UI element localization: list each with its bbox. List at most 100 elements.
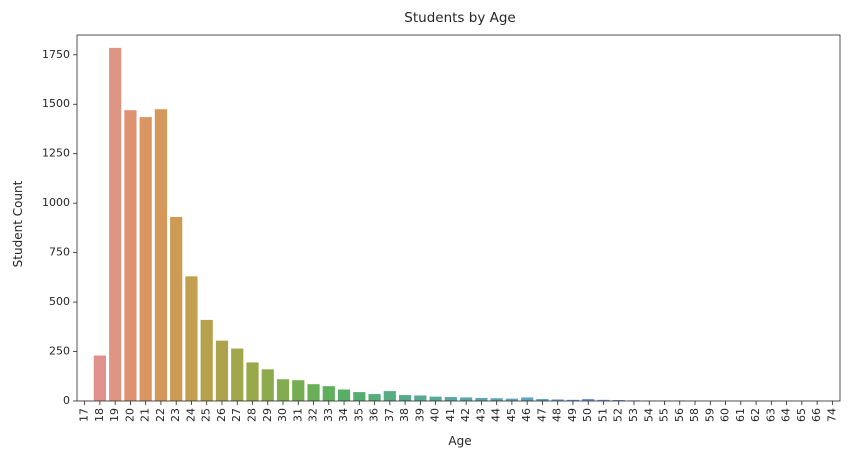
bar-age-26	[215, 340, 229, 401]
bar-age-28	[246, 362, 259, 401]
x-tick-label: 26	[215, 408, 228, 422]
x-tick-label: 24	[184, 408, 197, 422]
bar-age-36	[368, 394, 381, 401]
x-tick-label: 54	[642, 408, 655, 422]
bar-age-23	[170, 217, 183, 401]
bar-age-20	[124, 110, 137, 401]
bar-age-31	[292, 380, 305, 401]
x-tick-label: 63	[764, 408, 777, 422]
plot-frame	[76, 34, 841, 402]
x-tick-label: 50	[581, 408, 594, 422]
x-tick-label: 65	[795, 408, 808, 422]
x-tick-label: 43	[474, 408, 487, 422]
y-tick-label: 1000	[42, 196, 70, 209]
x-tick-label: 51	[596, 408, 609, 422]
bar-age-48	[551, 399, 564, 401]
bar-age-24	[185, 276, 198, 401]
bar-age-33	[322, 386, 335, 401]
y-axis-label: Student Count	[11, 180, 25, 267]
x-axis-label: Age	[448, 434, 471, 448]
x-tick-label: 33	[322, 408, 335, 422]
x-tick-label: 41	[444, 408, 457, 422]
x-tick-label: 66	[810, 408, 823, 422]
x-tick-label: 38	[398, 408, 411, 422]
x-tick-label: 19	[108, 408, 121, 422]
chart-title: Students by Age	[404, 10, 515, 26]
x-tick-label: 39	[413, 408, 426, 422]
bar-age-39	[414, 395, 427, 401]
x-tick-label: 31	[291, 408, 304, 422]
x-tick-label: 56	[673, 408, 686, 422]
y-tick-label: 500	[49, 295, 70, 308]
bar-age-41	[444, 397, 457, 401]
bar-age-21	[139, 117, 152, 402]
bar-age-35	[353, 392, 366, 401]
y-axis: 0 250 500 750 1000 1250 1500 1750	[42, 48, 77, 407]
x-tick-label: 29	[261, 408, 274, 422]
x-tick-label: 44	[490, 408, 503, 422]
x-tick-label: 21	[139, 408, 152, 422]
x-tick-label: 49	[566, 408, 579, 422]
bar-age-30	[276, 379, 290, 401]
bar-age-40	[429, 396, 442, 401]
x-tick-label: 45	[505, 408, 518, 422]
x-tick-label: 61	[734, 408, 747, 422]
bar-age-44	[490, 398, 503, 401]
x-tick-label: 37	[383, 408, 396, 422]
bar-age-27	[231, 348, 244, 401]
x-tick-label: 64	[780, 408, 793, 422]
bar-age-42	[460, 397, 473, 401]
bar-age-52	[612, 400, 625, 401]
x-tick-label: 23	[169, 408, 182, 422]
x-tick-label: 34	[337, 408, 350, 422]
x-tick-label: 55	[658, 408, 671, 422]
x-tick-label: 59	[703, 408, 716, 422]
x-axis: 17 18 19 20 21 22 23 24 25 26 27 28 29 30 31 32 33 34 35 36…	[78, 401, 838, 422]
bar-age-22	[154, 109, 168, 402]
y-tick-label: 250	[49, 345, 70, 358]
x-tick-label: 17	[78, 408, 91, 422]
bar-age-34	[337, 389, 351, 401]
bar-age-37	[383, 391, 396, 401]
bar-age-45	[505, 398, 519, 401]
bar-age-51	[597, 399, 610, 401]
bar-age-19	[109, 47, 122, 401]
x-tick-label: 32	[307, 408, 320, 422]
x-tick-label: 46	[520, 408, 533, 422]
x-tick-label: 40	[429, 408, 442, 422]
bar-age-32	[307, 384, 320, 401]
bar-age-43	[475, 398, 488, 401]
bars-group	[78, 47, 839, 402]
x-tick-label: 27	[230, 408, 243, 422]
x-tick-label: 22	[154, 408, 167, 422]
x-tick-label: 53	[627, 408, 640, 422]
y-tick-label: 0	[63, 394, 70, 407]
x-tick-label: 18	[93, 408, 106, 422]
x-tick-label: 48	[551, 408, 564, 422]
y-tick-label: 1500	[42, 97, 70, 110]
bar-age-47	[536, 399, 549, 401]
x-tick-label: 28	[245, 408, 258, 422]
x-tick-label: 36	[368, 408, 381, 422]
bar-age-38	[398, 395, 412, 401]
x-tick-label: 58	[688, 408, 701, 422]
bar-age-29	[261, 369, 274, 401]
x-tick-label: 60	[719, 408, 732, 422]
y-tick-label: 1750	[42, 48, 70, 61]
x-tick-label: 35	[352, 408, 365, 422]
bar-age-46	[521, 397, 534, 401]
x-tick-label: 25	[200, 408, 213, 422]
y-tick-label: 750	[49, 246, 70, 259]
y-tick-label: 1250	[42, 147, 70, 160]
x-tick-label: 52	[612, 408, 625, 422]
x-tick-label: 30	[276, 408, 289, 422]
x-tick-label: 62	[749, 408, 762, 422]
x-tick-label: 42	[459, 408, 472, 422]
x-tick-label: 20	[123, 408, 136, 422]
bar-age-18	[93, 355, 106, 401]
bar-age-49	[566, 399, 580, 401]
x-tick-label: 74	[825, 408, 838, 422]
bar-age-25	[200, 319, 213, 401]
bar-age-50	[582, 399, 595, 401]
